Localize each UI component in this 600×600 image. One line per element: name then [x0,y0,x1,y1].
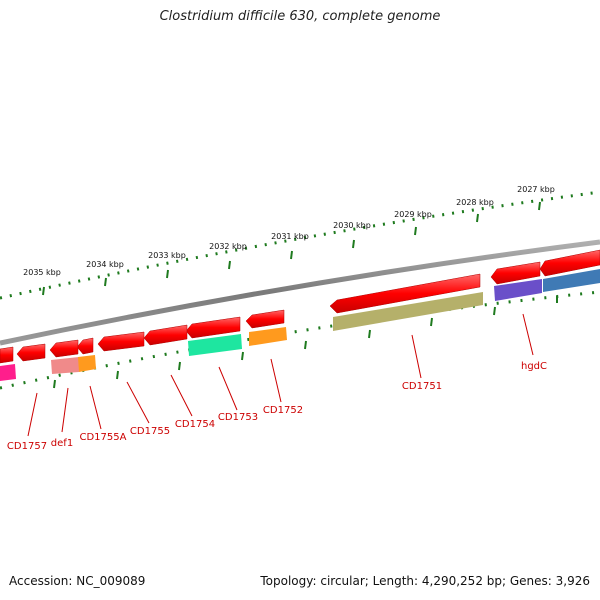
gene-label-cd1755a[interactable]: CD1755A [80,432,127,443]
feature-bar-hgdc-2 [543,269,600,292]
map-title: Clostridium difficile 630, complete geno… [159,9,441,24]
feature-bar-cd1757 [0,364,16,381]
gene-arrow-def1[interactable] [49,339,79,358]
gene-arrow-cd1754[interactable] [143,324,188,346]
gene-label-cd1755[interactable]: CD1755 [130,426,170,437]
feature-bar-cd1751 [333,292,483,331]
gene-label-cd1757[interactable]: CD1757 [7,441,47,452]
outer-major-ticks [42,201,541,296]
gene-arrows [0,249,600,364]
gene-arrow-cd1756[interactable] [16,343,46,362]
feature-bar-def1 [51,357,79,374]
feature-bar-cd1753 [188,334,242,356]
tick-label-2027: 2027 kbp [517,185,555,194]
tick-label-2029: 2029 kbp [394,210,432,219]
feature-bar-cd1752 [249,327,287,346]
gene-label-hgdc[interactable]: hgdC [521,361,547,372]
gene-arrow-hgdc[interactable] [490,261,541,285]
feature-bar-cd1755a [78,355,96,372]
gene-arrow-cd1757[interactable] [0,346,14,364]
tick-label-2028: 2028 kbp [456,198,494,207]
genome-backbone [0,239,600,346]
gene-label-cd1752[interactable]: CD1752 [263,405,303,416]
genome-summary-text: Topology: circular; Length: 4,290,252 bp… [260,574,590,588]
inner-major-ticks [53,296,558,389]
tick-label-2035: 2035 kbp [23,268,61,277]
feature-bars [0,269,600,381]
tick-label-2031: 2031 kbp [271,232,309,241]
gene-label-cd1751[interactable]: CD1751 [402,381,442,392]
tick-label-2034: 2034 kbp [86,260,124,269]
accession-text: Accession: NC_009089 [9,574,146,588]
gene-arrow-cd1751[interactable] [329,273,481,314]
gene-arrow-cd1753[interactable] [185,316,241,339]
gene-arrow-cd1755[interactable] [97,331,145,352]
outer-tick-track [0,190,600,300]
tick-label-2033: 2033 kbp [148,251,186,260]
gene-label-def1[interactable]: def1 [51,438,73,449]
gene-label-cd1753[interactable]: CD1753 [218,412,258,423]
feature-bar-hgdc-1 [494,279,542,301]
gene-arrow-cd1755a[interactable] [76,337,94,355]
tick-label-2030: 2030 kbp [333,221,371,230]
gene-arrow-cd1752[interactable] [245,309,285,329]
label-leader-lines [27,313,534,437]
gene-arrow-hgdc-right[interactable] [539,249,600,277]
tick-label-2032: 2032 kbp [209,242,247,251]
gene-label-cd1754[interactable]: CD1754 [175,419,215,430]
